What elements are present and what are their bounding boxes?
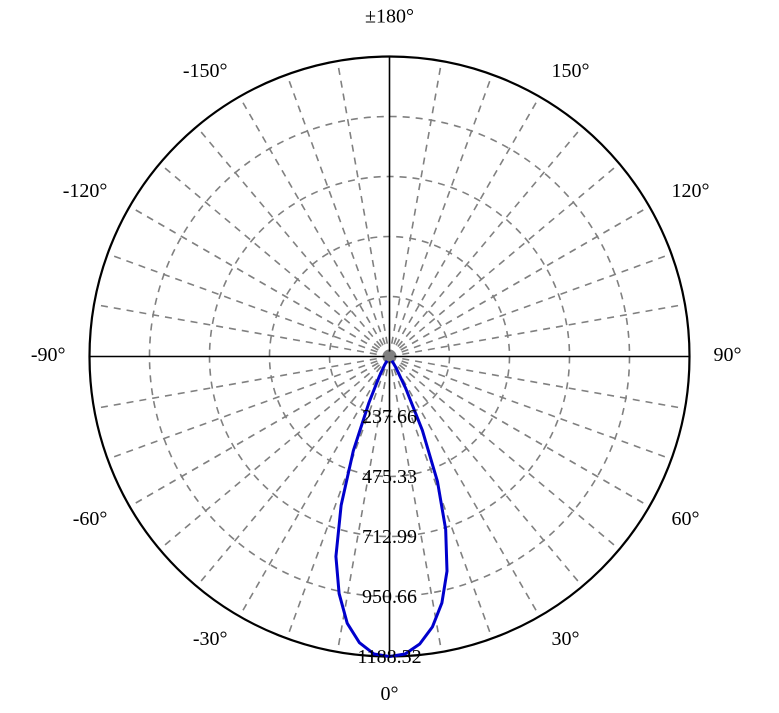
center-dot	[385, 352, 395, 362]
radial-label: 950.66	[362, 586, 417, 608]
angle-label: 60°	[672, 508, 700, 530]
angle-label: -90°	[31, 344, 66, 366]
radial-label: 712.99	[362, 526, 417, 548]
angle-label: 150°	[552, 60, 590, 82]
angle-label: 30°	[552, 628, 580, 650]
radial-label: 237.66	[362, 406, 417, 428]
angle-label: -30°	[193, 628, 228, 650]
angle-label: 90°	[714, 344, 742, 366]
angle-label: 0°	[381, 683, 399, 705]
angle-label: -60°	[73, 508, 108, 530]
angle-label: ±180°	[365, 6, 414, 28]
angle-label: 120°	[672, 180, 710, 202]
angle-label: -150°	[183, 60, 228, 82]
angle-label: -120°	[63, 180, 108, 202]
polar-chart: 237.66 475.33 712.99 950.66 1188.32 0° 30° 60° 9…	[0, 0, 779, 713]
radial-label: 1188.32	[357, 646, 421, 668]
radial-label: 475.33	[362, 466, 417, 488]
